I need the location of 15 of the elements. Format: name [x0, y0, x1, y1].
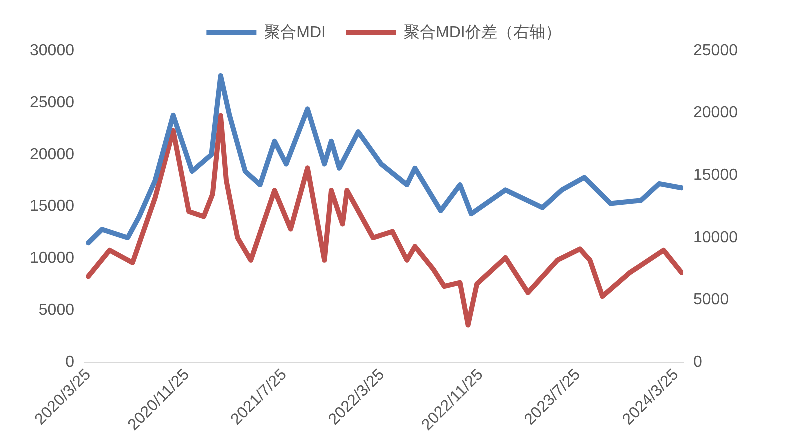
y-tick-label: 10000 — [30, 250, 75, 268]
y2-tick-label: 0 — [694, 354, 703, 372]
y2-tick-label: 20000 — [694, 104, 738, 122]
y-tick-label: 25000 — [30, 94, 75, 112]
y-tick-label: 15000 — [30, 198, 75, 216]
y2-tick-label: 10000 — [694, 229, 738, 246]
y2-tick-label: 5000 — [694, 292, 730, 309]
y-tick-label: 5000 — [38, 302, 75, 320]
y2-tick-label: 25000 — [694, 42, 738, 60]
y-tick-label: 0 — [66, 354, 75, 372]
legend-label: 聚合MDI — [264, 23, 326, 42]
y-tick-label: 20000 — [30, 146, 75, 164]
y2-tick-label: 15000 — [694, 167, 738, 184]
y-tick-label: 30000 — [30, 42, 75, 60]
legend-label: 聚合MDI价差（右轴） — [404, 23, 562, 42]
